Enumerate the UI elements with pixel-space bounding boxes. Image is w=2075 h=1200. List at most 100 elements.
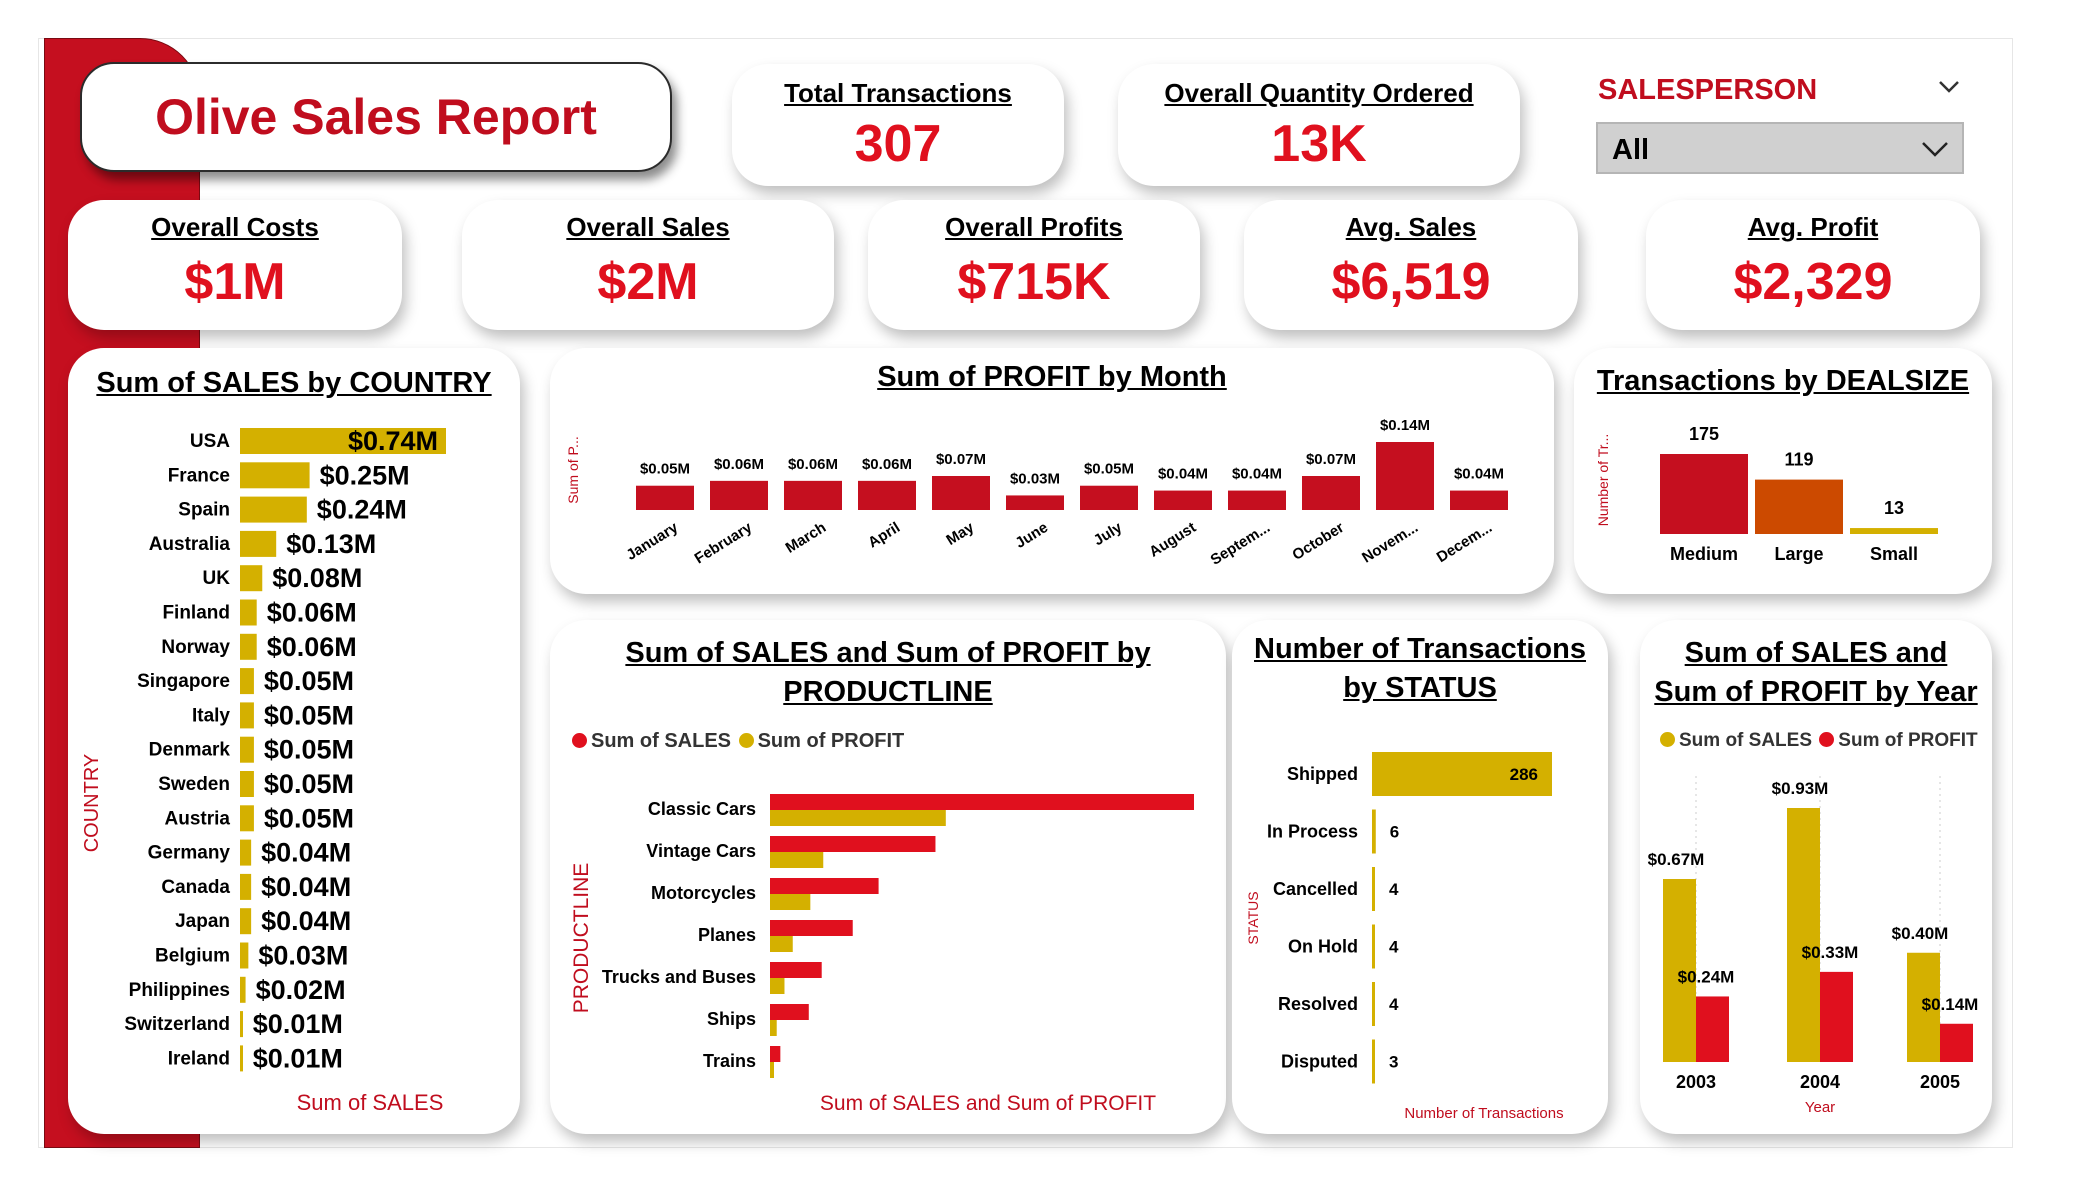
dealsize-bar — [1755, 479, 1843, 534]
dealsize-tick-label: Large — [1774, 544, 1823, 564]
status-data-label: 4 — [1389, 995, 1399, 1014]
month-tick-label: July — [1091, 519, 1126, 550]
chevron-down-icon[interactable] — [1936, 74, 1962, 100]
year-profit-bar — [1940, 1023, 1973, 1062]
country-data-label: $0.08M — [272, 563, 362, 593]
status-bar — [1372, 867, 1375, 911]
country-label: USA — [190, 431, 230, 452]
country-data-label: $0.05M — [264, 803, 354, 833]
country-data-label: $0.01M — [253, 1043, 343, 1073]
chart-dealsize: 175 Medium 119 Large 13 Small Number of Tr... — [1595, 424, 1938, 564]
year-profit-data-label: $0.24M — [1678, 967, 1735, 986]
country-bar — [240, 565, 263, 592]
chart-title-line1: Sum of SALES and Sum of PROFIT by — [625, 637, 1151, 669]
country-bar — [240, 1045, 243, 1072]
month-tick-label: May — [943, 519, 977, 549]
productline-sales-bar — [770, 920, 853, 936]
legend-sales-swatch — [1660, 732, 1675, 747]
month-data-label: $0.07M — [1306, 451, 1356, 468]
year-tick-label: 2004 — [1800, 1072, 1840, 1092]
month-data-label: $0.07M — [936, 451, 986, 468]
status-data-label: 3 — [1389, 1053, 1398, 1072]
country-data-label: $0.04M — [261, 906, 351, 936]
year-sales-bar — [1907, 952, 1940, 1062]
month-data-label: $0.05M — [1084, 461, 1134, 478]
country-bar — [240, 599, 257, 626]
status-bar — [1372, 982, 1375, 1026]
chevron-down-icon — [1922, 142, 1948, 157]
country-bar — [240, 496, 307, 523]
status-bar — [1372, 809, 1376, 854]
productline-sales-bar — [770, 878, 879, 894]
country-bar — [240, 462, 310, 489]
year-profit-data-label: $0.14M — [1922, 995, 1979, 1014]
kpi-label: Total Transactions — [784, 78, 1012, 108]
kpi-value: 307 — [854, 115, 942, 173]
legend-profit-swatch — [738, 733, 754, 748]
kpi-label: Overall Costs — [151, 212, 319, 242]
country-data-label: $0.05M — [264, 735, 354, 765]
status-data-label: 6 — [1390, 823, 1399, 842]
chart-country: USA $0.74M France $0.25M Spain $0.24M Australi… — [81, 426, 446, 1115]
month-data-label: $0.03M — [1010, 470, 1060, 487]
country-label: Canada — [161, 877, 230, 898]
country-data-label: $0.02M — [256, 975, 346, 1005]
status-data-label: 286 — [1510, 765, 1538, 784]
chart-card-status: Number of Transactions by STATUS Shipped… — [1232, 620, 1608, 1134]
country-label: Switzerland — [124, 1014, 230, 1035]
month-data-label: $0.14M — [1380, 417, 1430, 434]
productline-profit-bar — [770, 1020, 777, 1036]
chart-month: $0.05M January $0.06M February $0.06M March $0… — [565, 417, 1508, 569]
productline-label: Classic Cars — [648, 799, 756, 819]
month-tick-label: January — [623, 519, 681, 564]
kpi-value: $715K — [957, 253, 1111, 311]
x-axis-label: Sum of SALES and Sum of PROFIT — [820, 1092, 1156, 1115]
chart-year: $0.67M $0.24M 2003 $0.93M $0.33M 2004 $0.40M $0… — [1648, 776, 1979, 1116]
month-bar — [1154, 490, 1212, 510]
salesperson-dropdown[interactable]: All — [1596, 122, 1964, 174]
country-bar — [240, 771, 254, 797]
salesperson-selected-value: All — [1612, 134, 1650, 166]
productline-label: Ships — [707, 1009, 756, 1029]
month-bar — [858, 480, 916, 510]
country-data-label: $0.06M — [267, 598, 357, 628]
kpi-overall-costs: Overall Costs $1M — [68, 200, 402, 330]
productline-profit-bar — [770, 810, 946, 826]
month-bar — [1376, 442, 1434, 510]
dealsize-data-label: 119 — [1784, 450, 1813, 470]
country-bar — [240, 530, 277, 557]
y-axis-label: Number of Tr... — [1595, 434, 1611, 527]
country-data-label: $0.05M — [264, 769, 354, 799]
month-tick-label: August — [1146, 519, 1199, 561]
month-tick-label: March — [783, 519, 829, 557]
country-bar — [240, 736, 254, 763]
status-data-label: 4 — [1389, 880, 1399, 899]
month-tick-label: Septem... — [1208, 519, 1274, 569]
country-bar — [240, 668, 254, 695]
country-label: Singapore — [137, 671, 230, 692]
status-bar — [1372, 924, 1375, 969]
country-data-label: $0.06M — [267, 632, 357, 662]
salesperson-slicer-label: SALESPERSON — [1598, 74, 1818, 106]
month-data-label: $0.04M — [1158, 466, 1208, 483]
month-data-label: $0.04M — [1232, 466, 1282, 483]
kpi-overall-quantity: Overall Quantity Ordered 13K — [1118, 64, 1520, 186]
productline-sales-bar — [770, 962, 822, 978]
country-data-label: $0.25M — [320, 460, 410, 490]
year-profit-bar — [1696, 996, 1729, 1062]
status-bar — [1372, 752, 1552, 796]
report-title: Olive Sales Report — [155, 89, 597, 145]
country-data-label: $0.04M — [261, 872, 351, 902]
kpi-value: $6,519 — [1331, 253, 1491, 311]
month-tick-label: June — [1012, 519, 1051, 552]
y-axis-label: COUNTRY — [81, 754, 103, 853]
chart-productline: Classic Cars Vintage Cars Motorcycles Plane… — [570, 794, 1194, 1115]
legend-profit-label: Sum of PROFIT — [757, 730, 905, 752]
chart-status: Shipped 286 In Process 6 Cancelled 4 On Hold 4 R… — [1245, 752, 1564, 1122]
dealsize-tick-label: Small — [1870, 544, 1918, 564]
kpi-value: 13K — [1271, 115, 1367, 173]
month-bar — [1302, 476, 1360, 510]
dealsize-bar — [1850, 528, 1938, 534]
legend-profit-swatch — [1819, 732, 1835, 747]
x-axis-label: Year — [1805, 1099, 1835, 1116]
